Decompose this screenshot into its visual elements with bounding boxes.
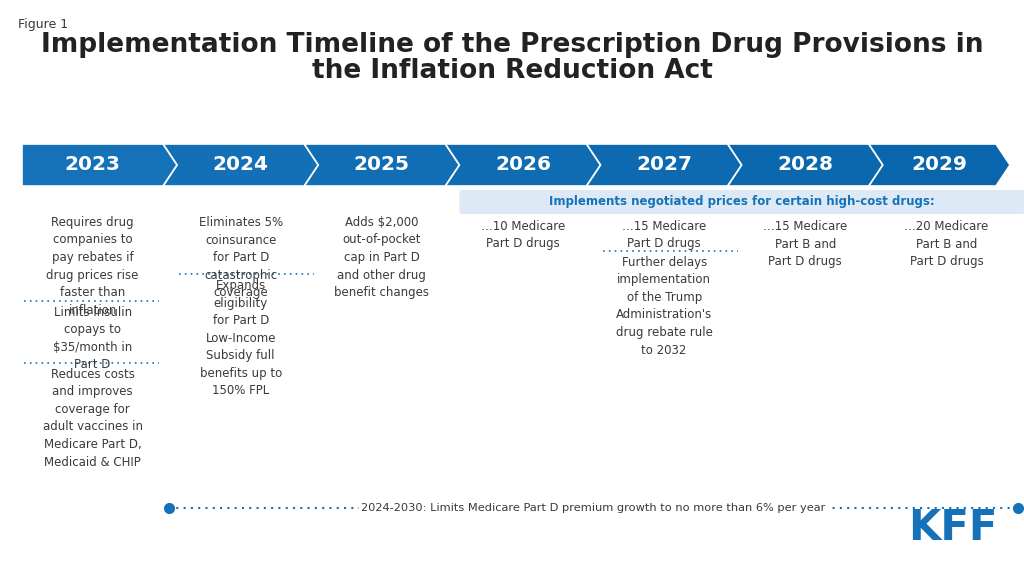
- Text: 2024-2030: Limits Medicare Part D premium growth to no more than 6% per year: 2024-2030: Limits Medicare Part D premiu…: [361, 503, 825, 513]
- Text: Limits insulin
copays to
$35/month in
Part D: Limits insulin copays to $35/month in Pa…: [53, 306, 132, 372]
- Text: Figure 1: Figure 1: [18, 18, 69, 31]
- Polygon shape: [445, 144, 600, 186]
- Text: 2024: 2024: [213, 156, 268, 175]
- Text: 2028: 2028: [777, 156, 834, 175]
- Polygon shape: [22, 144, 177, 186]
- Text: 2026: 2026: [495, 156, 551, 175]
- Text: Requires drug
companies to
pay rebates if
drug prices rise
faster than
inflation: Requires drug companies to pay rebates i…: [46, 216, 139, 316]
- Text: 2027: 2027: [636, 156, 692, 175]
- Text: Implementation Timeline of the Prescription Drug Provisions in: Implementation Timeline of the Prescript…: [41, 32, 983, 58]
- Text: Further delays
implementation
of the Trump
Administration's
drug rebate rule
to : Further delays implementation of the Tru…: [615, 256, 713, 357]
- Text: Reduces costs
and improves
coverage for
adult vaccines in
Medicare Part D,
Medic: Reduces costs and improves coverage for …: [43, 368, 142, 468]
- Text: …15 Medicare
Part B and
Part D drugs: …15 Medicare Part B and Part D drugs: [763, 220, 848, 268]
- Polygon shape: [163, 144, 318, 186]
- Text: …15 Medicare
Part D drugs: …15 Medicare Part D drugs: [622, 220, 707, 251]
- Text: …10 Medicare
Part D drugs: …10 Medicare Part D drugs: [481, 220, 565, 251]
- Text: 2029: 2029: [911, 156, 968, 175]
- Text: 2025: 2025: [354, 156, 410, 175]
- FancyBboxPatch shape: [460, 190, 1024, 214]
- Text: 2023: 2023: [65, 156, 121, 175]
- Text: Implements negotiated prices for certain high-cost drugs:: Implements negotiated prices for certain…: [549, 195, 935, 209]
- Text: Eliminates 5%
coinsurance
for Part D
catastrophic
coverage: Eliminates 5% coinsurance for Part D cat…: [199, 216, 283, 299]
- Text: KFF: KFF: [908, 507, 998, 549]
- Text: …20 Medicare
Part B and
Part D drugs: …20 Medicare Part B and Part D drugs: [904, 220, 988, 268]
- Polygon shape: [304, 144, 460, 186]
- Polygon shape: [868, 144, 1010, 186]
- Polygon shape: [587, 144, 741, 186]
- Polygon shape: [728, 144, 883, 186]
- Text: Adds $2,000
out-of-pocket
cap in Part D
and other drug
benefit changes: Adds $2,000 out-of-pocket cap in Part D …: [335, 216, 429, 299]
- Text: the Inflation Reduction Act: the Inflation Reduction Act: [311, 58, 713, 84]
- Text: Expands
eligibility
for Part D
Low-Income
Subsidy full
benefits up to
150% FPL: Expands eligibility for Part D Low-Incom…: [200, 279, 282, 397]
